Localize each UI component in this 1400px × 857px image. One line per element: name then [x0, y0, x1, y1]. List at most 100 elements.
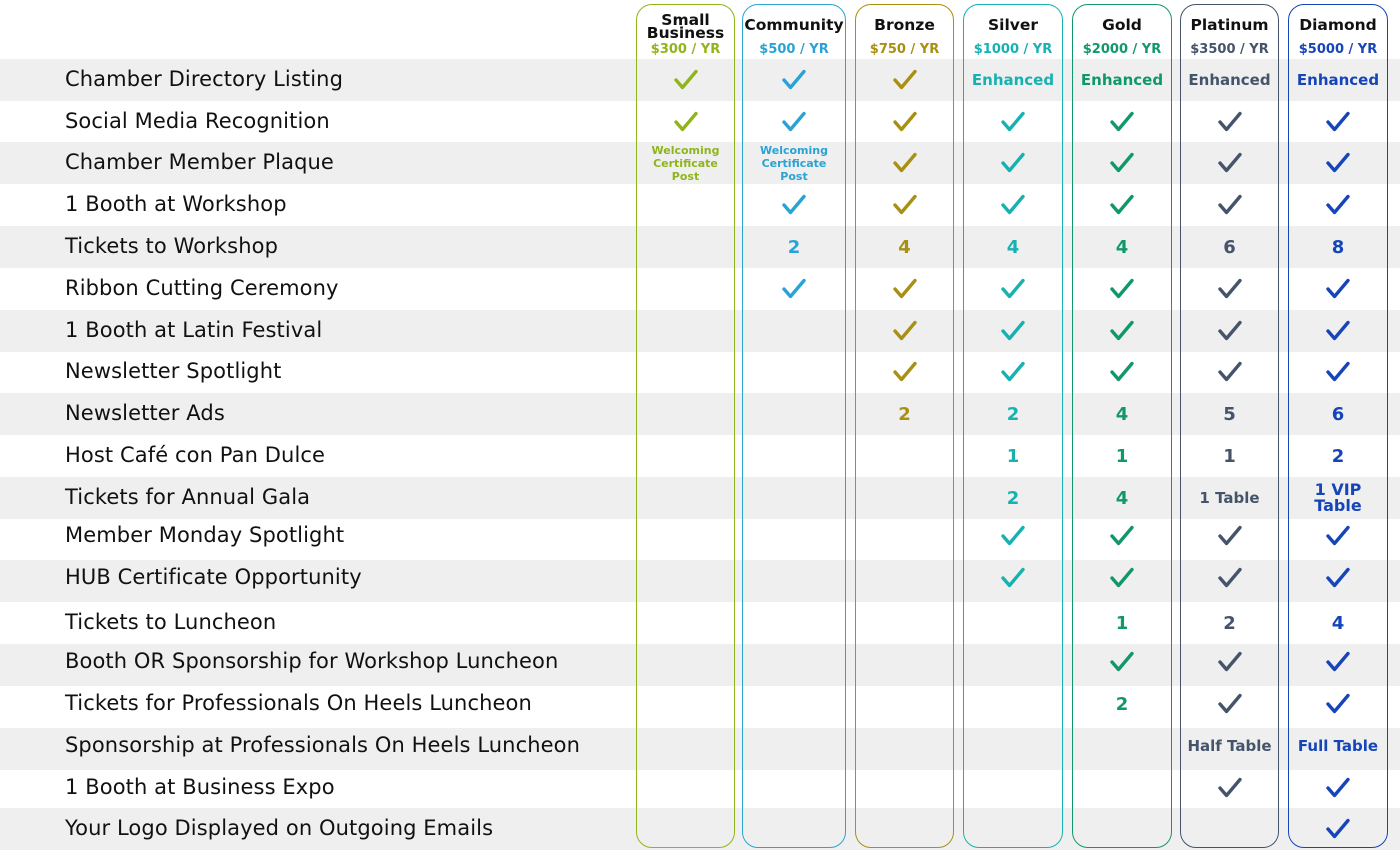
tier-count: 2 — [1331, 445, 1345, 467]
feature-label: 1 Booth at Latin Festival — [65, 318, 323, 342]
check-icon — [742, 268, 846, 310]
check-icon — [1180, 101, 1279, 143]
check-icon — [1217, 525, 1242, 546]
feature-label: Newsletter Spotlight — [65, 359, 282, 383]
tier-column-diamond — [1288, 4, 1388, 848]
check-icon — [892, 111, 917, 132]
check-icon — [1288, 310, 1388, 352]
tier-price: $750 / YR — [869, 42, 940, 57]
check-icon — [1288, 351, 1388, 393]
tier-count: 1 — [1006, 445, 1020, 467]
check-icon — [963, 268, 1063, 310]
check-icon — [1180, 351, 1279, 393]
check-icon — [1288, 515, 1388, 557]
check-icon — [1326, 278, 1350, 299]
tier-count: 6 — [1223, 236, 1236, 258]
check-icon — [1072, 515, 1172, 557]
check-icon — [892, 361, 917, 382]
check-icon — [1110, 361, 1134, 382]
check-icon — [1001, 320, 1025, 341]
tier-count: 2 — [1115, 693, 1129, 715]
check-icon — [1180, 683, 1279, 725]
feature-label: HUB Certificate Opportunity — [65, 565, 362, 589]
check-icon — [1288, 683, 1388, 725]
tier-column-gold — [1072, 4, 1172, 848]
check-icon — [1217, 567, 1242, 588]
check-icon — [673, 69, 698, 90]
check-icon — [1288, 767, 1388, 809]
check-icon — [1326, 320, 1350, 341]
tier-count: 4 — [898, 236, 911, 258]
tier-name: Gold — [1102, 16, 1142, 34]
tier-note: Enhanced — [971, 71, 1055, 89]
tier-note: 1 VIP Table — [1314, 480, 1362, 515]
tier-column-silver — [963, 4, 1063, 848]
check-icon — [1326, 567, 1350, 588]
check-icon — [892, 152, 917, 173]
check-icon — [1180, 641, 1279, 683]
tier-count: 4 — [1115, 236, 1129, 258]
check-icon — [1001, 152, 1025, 173]
check-icon — [1217, 194, 1242, 215]
check-icon — [1180, 184, 1279, 226]
table-row — [0, 644, 1400, 686]
tier-count: 2 — [1223, 612, 1236, 634]
check-icon — [1180, 142, 1279, 184]
tier-name: Community — [744, 16, 844, 34]
check-icon — [636, 101, 735, 143]
check-icon — [1180, 767, 1279, 809]
check-icon — [963, 310, 1063, 352]
check-icon — [782, 194, 806, 215]
tier-count: 5 — [1223, 403, 1236, 425]
check-icon — [1072, 184, 1172, 226]
check-icon — [1180, 515, 1279, 557]
check-icon — [1001, 111, 1025, 132]
tier-note: Enhanced — [1296, 71, 1380, 89]
check-icon — [855, 101, 954, 143]
tier-price: $2000 / YR — [1082, 42, 1162, 57]
feature-label: 1 Booth at Business Expo — [65, 775, 335, 799]
tier-name: Bronze — [874, 16, 935, 34]
check-icon — [1072, 310, 1172, 352]
check-icon — [855, 184, 954, 226]
tier-count: 1 — [1223, 445, 1236, 467]
tier-price: $5000 / YR — [1298, 42, 1378, 57]
check-icon — [742, 59, 846, 101]
check-icon — [1110, 525, 1134, 546]
tier-count: 4 — [1331, 612, 1345, 634]
tier-note: Enhanced — [1080, 71, 1164, 89]
tier-name: Platinum — [1190, 16, 1269, 34]
check-icon — [963, 351, 1063, 393]
check-icon — [636, 59, 735, 101]
check-icon — [1217, 111, 1242, 132]
feature-label: Tickets to Workshop — [65, 234, 279, 258]
tier-column-community — [742, 4, 846, 848]
check-icon — [1072, 268, 1172, 310]
check-icon — [1217, 278, 1242, 299]
tier-name: Diamond — [1299, 16, 1377, 34]
tier-name: Silver — [987, 16, 1039, 34]
table-row — [0, 59, 1400, 101]
tier-count: 2 — [787, 236, 801, 258]
check-icon — [1110, 111, 1134, 132]
check-icon — [1217, 361, 1242, 382]
table-row — [0, 142, 1400, 184]
check-icon — [1288, 641, 1388, 683]
feature-label: Tickets for Annual Gala — [65, 485, 311, 509]
check-icon — [1110, 278, 1134, 299]
tier-count: 4 — [1115, 403, 1129, 425]
tier-count: 8 — [1331, 236, 1345, 258]
feature-label: Sponsorship at Professionals On Heels Lu… — [65, 733, 581, 757]
check-icon — [1326, 651, 1350, 672]
tier-count: 2 — [1006, 487, 1020, 509]
check-icon — [892, 69, 917, 90]
feature-label: Chamber Member Plaque — [65, 150, 334, 174]
check-icon — [1072, 351, 1172, 393]
check-icon — [673, 111, 698, 132]
check-icon — [1217, 152, 1242, 173]
feature-label: Host Café con Pan Dulce — [65, 443, 326, 467]
tier-note: 1 Table — [1199, 489, 1260, 507]
tier-note: Enhanced — [1188, 71, 1271, 89]
check-icon — [782, 278, 806, 299]
check-icon — [1326, 361, 1350, 382]
